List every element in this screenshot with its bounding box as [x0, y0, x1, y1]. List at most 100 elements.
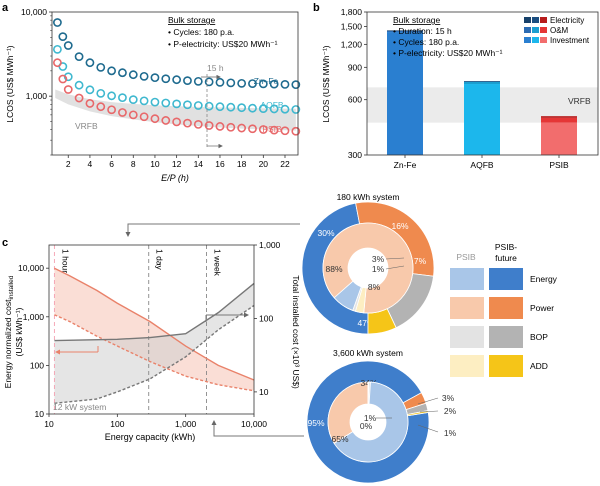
point-Zn–Fe-4: [85, 58, 95, 68]
area-fills-c: [54, 268, 254, 404]
donut2-inner-slice-Energy: [333, 381, 409, 463]
y-tick-label-cl-10000: 10,000: [18, 263, 44, 273]
x-tick-label-a-10: 10: [150, 159, 160, 169]
point-Zn–Fe-8: [128, 70, 138, 80]
band-fill-c-2: [54, 283, 254, 404]
donut2-leader-2: [417, 424, 439, 433]
point-Zn–Fe-6: [107, 66, 117, 76]
y-axis-label-a: LCOS (US$ MWh⁻¹): [5, 45, 15, 122]
bar-AQFB-Electricity: [464, 81, 500, 82]
plot-frame-a: [51, 11, 299, 156]
point-AQFB-8: [128, 95, 138, 105]
point-AQFB-7: [118, 93, 127, 103]
point-PSIB-14: [193, 119, 203, 129]
x-tick-label-c-10: 10: [44, 419, 54, 429]
point-AQFB-3: [74, 80, 84, 90]
point-AQFB-14: [193, 101, 203, 110]
donut1-inner-slice-Power: [322, 222, 414, 314]
point-AQFB-19: [248, 103, 257, 113]
point-PSIB-10: [150, 114, 160, 124]
bar-Zn-Fe-Investment: [387, 32, 423, 155]
annotation-15h: 15 h: [207, 63, 224, 73]
legend-swatch-elec-3: [540, 17, 547, 23]
cost-line-2: [54, 282, 255, 342]
point-AQFB-6: [107, 91, 117, 101]
point-Zn–Fe-12: [172, 75, 182, 85]
y-axis-label-left-c: Energy normalized costinstalled: [3, 275, 15, 388]
point-AQFB-22: [280, 104, 290, 114]
series-label-aqfb: AQFB: [260, 100, 283, 110]
legend-col-future-1: PSIB-: [495, 242, 517, 252]
point-AQFB-10: [150, 97, 160, 107]
y-tick-label-a-10000: 10,000: [21, 7, 47, 17]
x-tick-label-c-1000: 1,000: [175, 419, 197, 429]
point-PSIB-22: [280, 126, 290, 136]
info-line-b-1: • Duration: 15 h: [393, 26, 452, 36]
legend-swatch-inv-1: [524, 37, 531, 43]
duration-label-2: 1 week: [212, 249, 222, 277]
legend-swatch-om-3: [540, 27, 547, 33]
x-tick-label-b-Zn-Fe: Zn-Fe: [394, 160, 417, 170]
donut1-title: 180 kWh system: [337, 192, 400, 202]
point-Zn–Fe-20: [258, 79, 268, 89]
point-PSIB-7: [118, 108, 127, 117]
y-tick-label-b-1200: 1,200: [341, 39, 363, 49]
y-axis-label-right-c: Total installed cost (×10³ US$): [291, 275, 301, 389]
x-ticks-c: 10 100 1,000 10,000: [44, 414, 267, 429]
info-line-b-2: • Cycles: 180 p.a.: [393, 37, 459, 47]
y-tick-label-cr-1000: 1,000: [259, 240, 281, 250]
legend-future-Energy: [489, 268, 523, 290]
y-ticks-a: 1,000 10,000: [21, 7, 52, 156]
legend-swatch-inv-3: [540, 37, 547, 43]
legend-psib-Power: [450, 297, 484, 319]
y-tick-label-b-600: 600: [348, 95, 362, 105]
point-Zn–Fe-16: [215, 77, 225, 87]
info-title-a: Bulk storage: [168, 15, 216, 25]
point-AQFB-18: [237, 103, 247, 113]
legend-swatch-elec-2: [532, 17, 539, 23]
point-AQFB-21: [269, 104, 279, 114]
x-tick-label-a-4: 4: [88, 159, 93, 169]
y-axis-label-left-sub: installed: [8, 275, 15, 299]
panel-b: b 300 600 900 1,200 1,500 1,800 Zn-Fe AQFB PSIB…: [313, 2, 599, 170]
y-tick-label-cl-1000: 1,000: [23, 312, 45, 322]
point-AQFB-20: [258, 104, 268, 113]
point-Zn–Fe-1.5: [58, 32, 68, 42]
point-AQFB-5: [96, 88, 106, 98]
x-tick-label-c-100: 100: [110, 419, 124, 429]
duration-label-0: 1 hour: [60, 249, 70, 273]
cost-line-3: [54, 304, 255, 404]
bar-PSIB-Investment: [541, 122, 577, 155]
x-tick-label-a-14: 14: [194, 159, 204, 169]
series-label-psib: PSIB: [262, 124, 282, 134]
point-PSIB-17: [226, 122, 236, 132]
legend-future-Power: [489, 297, 523, 319]
donut-3600kwh: 95%3%2%1%34%0%1%65%: [306, 360, 457, 484]
point-PSIB-16: [215, 122, 225, 131]
donut2-inner-slice-Power: [327, 381, 369, 444]
point-AQFB-9: [139, 96, 149, 106]
point-Zn–Fe-3: [74, 52, 84, 62]
point-Zn–Fe-11: [161, 74, 171, 84]
legend-swatch-om-1: [524, 27, 531, 33]
y-tick-label-b-1800: 1,800: [341, 7, 363, 17]
y-axis-label-left-main: Energy normalized cost: [3, 299, 13, 388]
donut1-inner-label-Power: 88%: [325, 264, 342, 274]
point-Zn–Fe-14: [193, 76, 203, 86]
point-AQFB-4: [85, 85, 95, 95]
point-Zn–Fe-1: [53, 18, 62, 27]
donut1-inner-label-BOP: 1%: [372, 264, 385, 274]
point-Zn–Fe-23: [291, 80, 301, 90]
point-Zn–Fe-19: [248, 79, 257, 89]
point-AQFB-2: [63, 72, 73, 82]
point-AQFB-16: [215, 102, 225, 112]
donut1-inner-slice-Energy: [333, 280, 362, 311]
point-PSIB-21: [269, 125, 279, 135]
x-tick-label-a-8: 8: [131, 159, 136, 169]
donut1-outer-label-ADD: 7%: [414, 256, 427, 266]
x-tick-label-a-22: 22: [280, 159, 290, 169]
y-tick-label-cr-100: 100: [259, 313, 273, 323]
connectors: [125, 223, 304, 437]
legend-b: Electricity O&M Investment: [524, 16, 590, 45]
point-PSIB-18: [237, 123, 247, 133]
